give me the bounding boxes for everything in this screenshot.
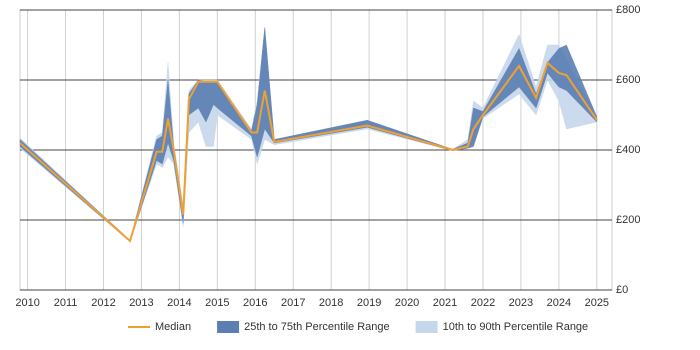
- x-tick-label: 2022: [471, 297, 495, 309]
- x-tick-label: 2016: [243, 297, 267, 309]
- x-tick-label: 2021: [433, 297, 457, 309]
- x-tick-label: 2013: [129, 297, 153, 309]
- legend-swatch: [415, 321, 438, 333]
- x-tick-label: 2023: [509, 297, 533, 309]
- x-tick-label: 2019: [357, 297, 381, 309]
- y-tick-label: £800: [616, 4, 640, 16]
- legend-label: 25th to 75th Percentile Range: [244, 321, 390, 333]
- x-tick-label: 2011: [54, 297, 78, 309]
- y-tick-label: £400: [616, 144, 640, 156]
- x-tick-label: 2020: [395, 297, 419, 309]
- x-tick-label: 2015: [205, 297, 229, 309]
- x-tick-label: 2014: [167, 297, 191, 309]
- legend-label: 10th to 90th Percentile Range: [443, 321, 589, 333]
- x-tick-label: 2018: [319, 297, 343, 309]
- x-tick-label: 2024: [547, 297, 571, 309]
- y-tick-label: £200: [616, 214, 640, 226]
- y-tick-label: £0: [616, 284, 628, 296]
- legend-label: Median: [155, 321, 191, 333]
- x-tick-label: 2025: [585, 297, 609, 309]
- x-tick-label: 2012: [91, 297, 115, 309]
- x-tick-label: 2010: [15, 297, 39, 309]
- median-line: [19, 61, 598, 243]
- y-tick-label: £600: [616, 74, 640, 86]
- x-tick-label: 2017: [281, 297, 305, 309]
- legend-swatch: [217, 321, 240, 333]
